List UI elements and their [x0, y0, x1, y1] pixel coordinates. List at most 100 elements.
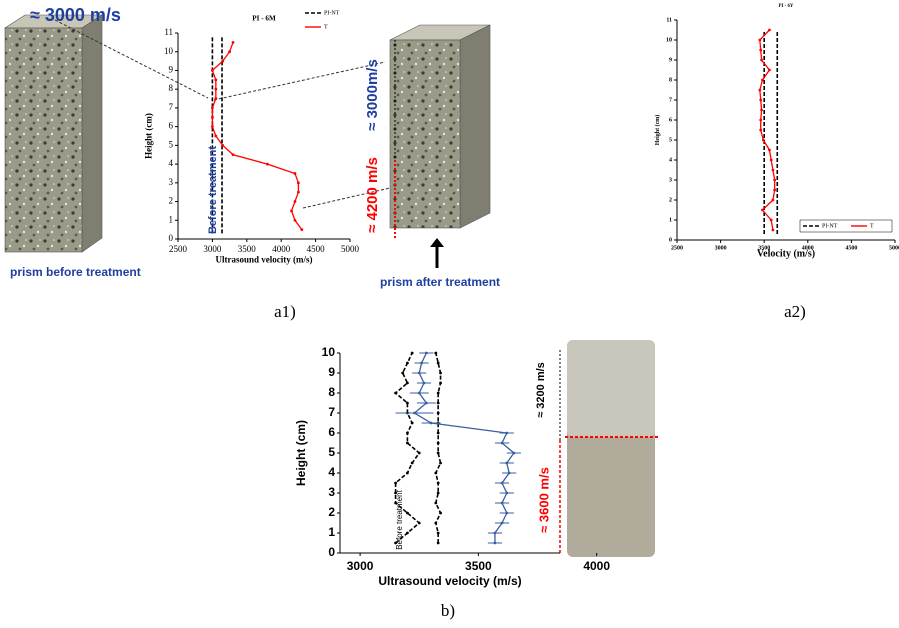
y-tick-label: 3 — [669, 177, 672, 183]
data-point — [406, 362, 409, 365]
y-axis-label: Height (cm) — [654, 115, 661, 146]
annotation: prism before treatment — [10, 265, 141, 279]
y-tick-label: 5 — [669, 137, 672, 143]
data-point — [425, 402, 428, 405]
data-point — [760, 109, 763, 112]
data-point — [425, 352, 428, 355]
y-tick-label: 2 — [328, 505, 335, 519]
data-point — [773, 179, 776, 182]
x-tick-label: 4000 — [583, 559, 610, 573]
data-point — [406, 382, 409, 385]
data-point — [501, 442, 504, 445]
x-tick-label: 4500 — [845, 245, 857, 251]
y-axis-label: Height (cm) — [143, 113, 153, 159]
x-tick-label: 2500 — [169, 244, 188, 254]
y-tick-label: 4 — [328, 465, 335, 479]
y-tick-label: 10 — [322, 345, 336, 359]
data-point — [266, 163, 269, 166]
data-point — [214, 88, 217, 91]
data-point — [434, 352, 437, 355]
prism-after — [390, 25, 490, 268]
y-tick-label: 1 — [169, 214, 174, 224]
data-point — [439, 382, 442, 385]
data-point — [394, 482, 397, 485]
x-axis-label: Ultrasound velocity (m/s) — [216, 255, 313, 265]
legend-box — [800, 220, 892, 232]
data-point — [228, 50, 231, 53]
data-point — [512, 452, 515, 455]
legend-label: PI-NT — [822, 223, 838, 229]
y-tick-label: 9 — [328, 365, 335, 379]
data-point — [768, 29, 771, 32]
data-point — [437, 542, 440, 545]
sample-photo — [560, 340, 660, 557]
y-tick-label: 0 — [169, 233, 174, 243]
data-point — [772, 169, 775, 172]
data-point — [505, 512, 508, 515]
y-tick-label: 8 — [328, 385, 335, 399]
data-point — [772, 199, 775, 202]
data-point — [300, 228, 303, 231]
x-tick-label: 5000 — [341, 244, 360, 254]
data-point — [211, 116, 214, 119]
y-tick-label: 1 — [328, 525, 335, 539]
data-point — [759, 119, 762, 122]
chart-panel: 01234567891011250030003500400045005000PI… — [654, 4, 899, 321]
x-tick-label: 4000 — [272, 244, 291, 254]
y-tick-label: 6 — [669, 117, 672, 123]
annotation: prism after treatment — [380, 275, 500, 289]
x-tick-label: 3500 — [465, 559, 492, 573]
data-point — [232, 41, 235, 44]
data-point — [406, 472, 409, 475]
data-point — [439, 372, 442, 375]
data-point — [411, 352, 414, 355]
y-tick-label: 9 — [169, 65, 174, 75]
legend-label: PI-NT — [324, 10, 340, 16]
data-point — [411, 462, 414, 465]
data-point — [430, 422, 433, 425]
figure: 01234567891011250030003500400045005000PI… — [0, 0, 899, 628]
data-point — [406, 442, 409, 445]
connector-arrows — [55, 20, 390, 208]
data-point — [437, 412, 440, 415]
legend-label: T — [324, 24, 328, 30]
data-point — [494, 542, 497, 545]
y-tick-label: 7 — [169, 102, 174, 112]
series-line — [436, 353, 441, 543]
y-tick-label: 7 — [669, 97, 672, 103]
data-point — [761, 79, 764, 82]
x-tick-label: 3500 — [238, 244, 257, 254]
y-axis-label: Height (cm) — [294, 420, 308, 486]
y-tick-label: 11 — [666, 17, 672, 23]
data-point — [505, 492, 508, 495]
prism-before — [5, 15, 102, 252]
data-point — [772, 229, 775, 232]
data-point — [768, 149, 771, 152]
annotation: ≈ 3600 m/s — [536, 467, 551, 533]
data-point — [418, 372, 421, 375]
data-point — [214, 97, 217, 100]
y-tick-label: 1 — [669, 217, 672, 223]
data-point — [418, 522, 421, 525]
data-point — [437, 402, 440, 405]
chart-title: PI - 6Y — [779, 4, 794, 9]
data-point — [297, 191, 300, 194]
data-point — [761, 209, 764, 212]
data-point — [759, 129, 762, 132]
data-point — [770, 159, 773, 162]
annotation: Before treatment — [207, 146, 219, 234]
y-tick-label: 5 — [169, 139, 174, 149]
y-tick-label: 10 — [164, 46, 174, 56]
data-point — [413, 412, 416, 415]
data-point — [420, 362, 423, 365]
x-axis-label: Velocity (m/s) — [757, 249, 815, 260]
data-point — [437, 532, 440, 535]
data-point — [214, 78, 217, 81]
y-tick-label: 2 — [669, 197, 672, 203]
data-point — [437, 452, 440, 455]
caption: a1) — [274, 302, 296, 321]
data-point — [439, 462, 442, 465]
data-point — [760, 59, 763, 62]
annotation: ≈ 4200 m/s — [364, 157, 381, 233]
x-tick-label: 3000 — [203, 244, 222, 254]
